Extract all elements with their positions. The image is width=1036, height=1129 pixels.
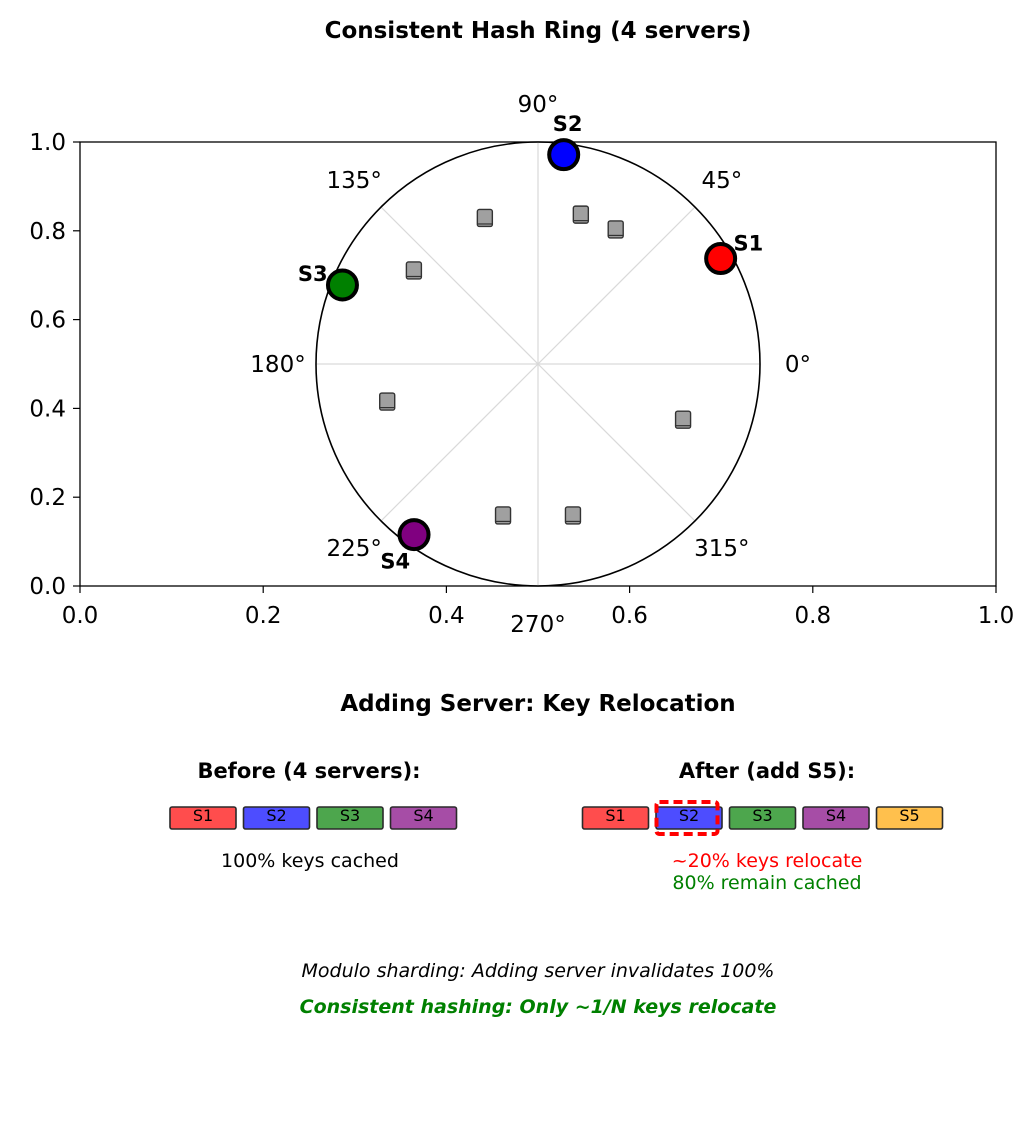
after-server-boxes: S1 S2 S3 S4 S5 bbox=[581, 800, 944, 836]
ring-servers: S1 S2 S3 S4 bbox=[298, 112, 763, 574]
angle-label: 270° bbox=[510, 612, 565, 638]
key-marker bbox=[476, 208, 494, 228]
y-tick-label: 0.6 bbox=[29, 308, 66, 334]
server-box-label: S3 bbox=[752, 806, 772, 825]
after-title: After (add S5): bbox=[679, 759, 855, 783]
relocated-highlight bbox=[654, 800, 720, 836]
before-server-boxes: S1 S2 S3 S4 bbox=[169, 806, 458, 830]
key-marker bbox=[564, 506, 582, 525]
relocation-title: Adding Server: Key Relocation bbox=[340, 691, 735, 717]
x-tick-label: 0.6 bbox=[611, 603, 648, 629]
key-marker bbox=[572, 205, 590, 224]
server-label: S1 bbox=[733, 232, 763, 256]
x-tick-label: 0.0 bbox=[62, 603, 99, 629]
server-label: S2 bbox=[553, 112, 583, 136]
ring-axes: 0.0 0.2 0.4 0.6 0.8 1.0 0.0 0.2 0.4 0.6 0.8 1.0 bbox=[29, 130, 1014, 629]
server-label: S3 bbox=[298, 262, 328, 286]
server-box-label: S3 bbox=[340, 806, 360, 825]
before-title: Before (4 servers): bbox=[197, 759, 420, 783]
y-tick-label: 0.2 bbox=[29, 485, 66, 511]
y-tick-label: 0.0 bbox=[29, 574, 66, 600]
server-box-label: S1 bbox=[605, 806, 625, 825]
server-box-label: S4 bbox=[413, 806, 433, 825]
server-box bbox=[316, 806, 384, 830]
x-tick-label: 0.4 bbox=[428, 603, 465, 629]
server-box bbox=[242, 806, 311, 830]
after-remain-caption: 80% remain cached bbox=[672, 872, 861, 894]
angle-label: 135° bbox=[326, 168, 381, 194]
server-node bbox=[547, 138, 581, 172]
key-marker bbox=[494, 506, 512, 525]
server-box-label: S2 bbox=[679, 806, 699, 825]
server-box-label: S1 bbox=[193, 806, 213, 825]
server-label: S4 bbox=[380, 550, 410, 574]
before-caption: 100% keys cached bbox=[221, 850, 399, 872]
y-tick-label: 1.0 bbox=[29, 130, 66, 156]
ring-keys bbox=[379, 205, 692, 525]
angle-label: 180° bbox=[250, 352, 305, 378]
ring-circle bbox=[315, 141, 761, 587]
server-box-label: S4 bbox=[826, 806, 846, 825]
server-node bbox=[397, 518, 431, 552]
ring-title: Consistent Hash Ring (4 servers) bbox=[325, 18, 752, 44]
ring-spoke bbox=[380, 206, 696, 522]
server-node bbox=[704, 242, 738, 276]
server-box bbox=[802, 806, 870, 830]
server-node bbox=[325, 268, 359, 302]
after-relocate-caption: ~20% keys relocate bbox=[672, 850, 863, 872]
x-tick-label: 1.0 bbox=[978, 603, 1015, 629]
modulo-note: Modulo sharding: Adding server invalidat… bbox=[302, 960, 775, 982]
angle-label: 45° bbox=[701, 168, 742, 194]
y-tick-label: 0.8 bbox=[29, 219, 66, 245]
y-tick-label: 0.4 bbox=[29, 396, 66, 422]
key-marker bbox=[405, 261, 423, 280]
x-tick-label: 0.8 bbox=[795, 603, 832, 629]
hash-ring: 0° 45° 90° 135° 180° 225° 270° 315° S1 S2 S3 S4 bbox=[250, 92, 811, 638]
ring-spokes bbox=[316, 142, 760, 586]
server-box bbox=[728, 806, 797, 830]
angle-label: 225° bbox=[326, 536, 381, 562]
consistent-note: Consistent hashing: Only ~1/N keys reloc… bbox=[300, 996, 777, 1018]
y-axis-ticks: 0.0 0.2 0.4 0.6 0.8 1.0 bbox=[29, 130, 80, 600]
x-axis-ticks: 0.0 0.2 0.4 0.6 0.8 1.0 bbox=[62, 586, 1015, 629]
ring-angle-labels: 0° 45° 90° 135° 180° 225° 270° 315° bbox=[250, 92, 811, 638]
server-box bbox=[581, 806, 650, 830]
server-box-label: S2 bbox=[266, 806, 286, 825]
server-box bbox=[169, 806, 237, 830]
x-tick-label: 0.2 bbox=[245, 603, 282, 629]
server-box-label: S5 bbox=[899, 806, 919, 825]
angle-label: 315° bbox=[694, 536, 749, 562]
angle-label: 0° bbox=[785, 352, 811, 378]
angle-label: 90° bbox=[518, 92, 559, 118]
key-marker bbox=[607, 220, 624, 239]
server-box bbox=[875, 806, 944, 830]
key-marker bbox=[674, 410, 692, 429]
server-box bbox=[389, 806, 458, 830]
key-marker bbox=[379, 392, 396, 411]
